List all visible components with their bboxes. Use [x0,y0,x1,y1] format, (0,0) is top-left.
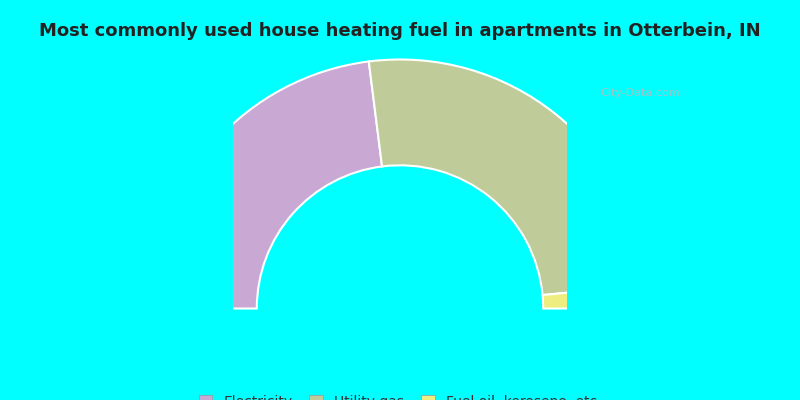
Wedge shape [542,285,649,308]
Legend: Electricity, Utility gas, Fuel oil, kerosene, etc.: Electricity, Utility gas, Fuel oil, kero… [193,390,607,400]
Wedge shape [151,62,382,308]
Text: City-Data.com: City-Data.com [600,88,680,98]
Text: Most commonly used house heating fuel in apartments in Otterbein, IN: Most commonly used house heating fuel in… [39,22,761,40]
Wedge shape [369,60,648,295]
